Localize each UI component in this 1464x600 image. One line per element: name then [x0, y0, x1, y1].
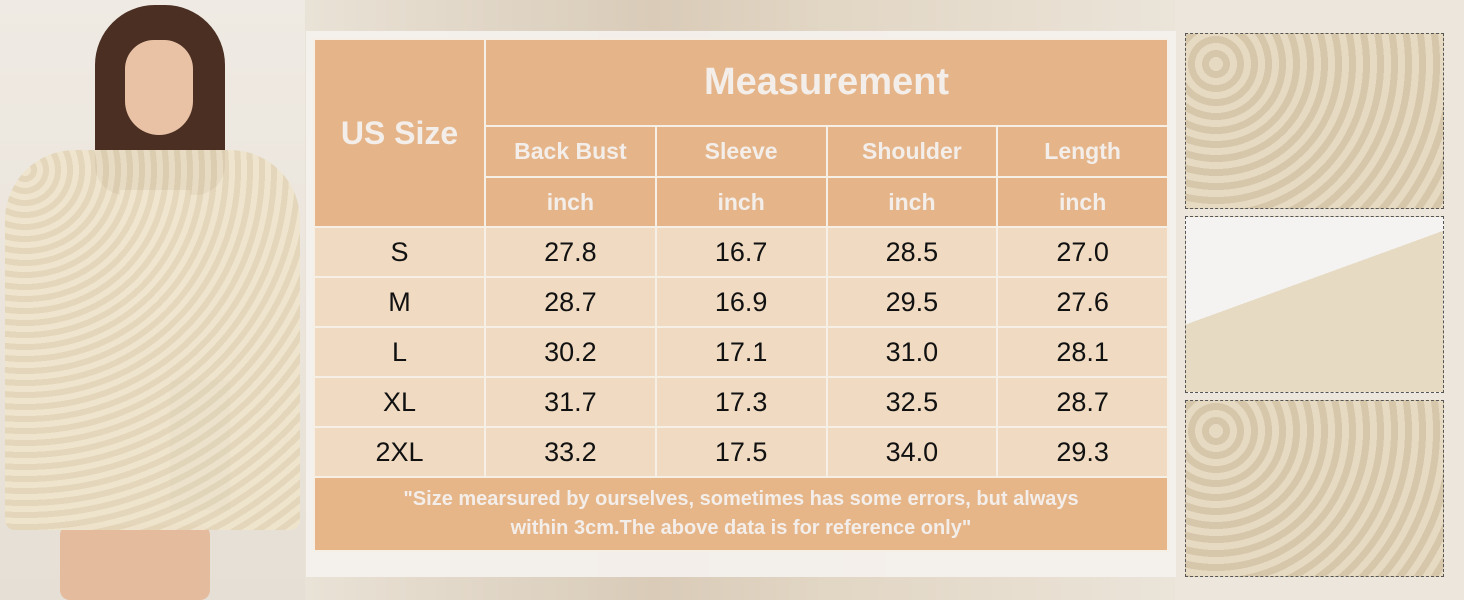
value-cell: 17.5 — [654, 426, 828, 478]
value-cell: 28.1 — [996, 326, 1169, 378]
table-row: 2XL 33.2 17.5 34.0 29.3 — [313, 426, 1169, 478]
measurement-header: Measurement — [484, 38, 1169, 127]
size-cell: XL — [313, 376, 486, 428]
value-cell: 34.0 — [825, 426, 999, 478]
size-cell: M — [313, 276, 486, 328]
detail-photo-fabric — [1185, 400, 1444, 577]
size-cell: 2XL — [313, 426, 486, 478]
model-photo — [0, 0, 305, 600]
value-cell: 29.5 — [825, 276, 999, 328]
column-header: Length — [996, 125, 1169, 178]
table-row: S 27.8 16.7 28.5 27.0 — [313, 226, 1169, 278]
value-cell: 17.3 — [654, 376, 828, 428]
column-header: Shoulder — [825, 125, 999, 178]
value-cell: 32.5 — [825, 376, 999, 428]
note-line: within 3cm.The above data is for referen… — [510, 517, 972, 539]
disclaimer-note: "Size mearsured by ourselves, sometimes … — [313, 476, 1169, 552]
unit-label: inch — [484, 176, 657, 228]
column-header: Back Bust — [484, 125, 657, 178]
value-cell: 28.7 — [996, 376, 1169, 428]
size-cell: S — [313, 226, 486, 278]
value-cell: 27.6 — [996, 276, 1169, 328]
unit-label: inch — [996, 176, 1169, 228]
value-cell: 29.3 — [996, 426, 1169, 478]
value-cell: 16.7 — [654, 226, 828, 278]
value-cell: 31.0 — [825, 326, 999, 378]
value-cell: 28.5 — [825, 226, 999, 278]
detail-photo-knit — [1185, 33, 1444, 209]
value-cell: 27.0 — [996, 226, 1169, 278]
table-row: M 28.7 16.9 29.5 27.6 — [313, 276, 1169, 328]
value-cell: 28.7 — [484, 276, 657, 328]
size-chart-table: US Size Measurement Back Bust Sleeve Sho… — [313, 38, 1169, 552]
note-line: "Size mearsured by ourselves, sometimes … — [403, 488, 1079, 510]
value-cell: 30.2 — [484, 326, 657, 378]
value-cell: 16.9 — [654, 276, 828, 328]
table-row: L 30.2 17.1 31.0 28.1 — [313, 326, 1169, 378]
detail-photo-collar — [1185, 216, 1444, 393]
column-header: Sleeve — [654, 125, 828, 178]
value-cell: 33.2 — [484, 426, 657, 478]
value-cell: 27.8 — [484, 226, 657, 278]
size-cell: L — [313, 326, 486, 378]
us-size-header: US Size — [313, 38, 486, 228]
table-row: XL 31.7 17.3 32.5 28.7 — [313, 376, 1169, 428]
value-cell: 31.7 — [484, 376, 657, 428]
value-cell: 17.1 — [654, 326, 828, 378]
unit-label: inch — [825, 176, 999, 228]
unit-label: inch — [654, 176, 828, 228]
